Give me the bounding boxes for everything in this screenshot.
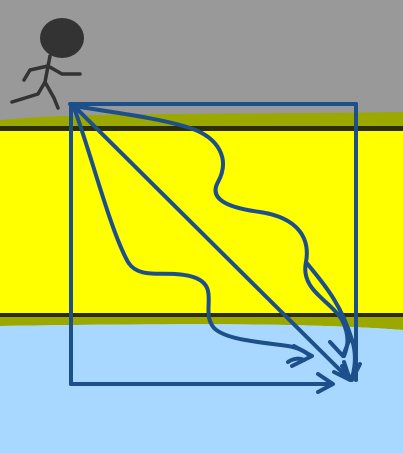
upper-edge-line	[0, 126, 403, 131]
figure-head	[40, 18, 84, 58]
lower-edge-line	[0, 313, 403, 317]
straight-diagonal-arrow	[70, 102, 350, 380]
figure-leg-front	[43, 80, 60, 110]
wavy-route-right-arrow	[304, 260, 357, 380]
figure-arm-front	[46, 64, 82, 76]
right-angle-arrowhead	[316, 372, 335, 394]
route-box	[68, 102, 358, 386]
lower-wavy-arrowhead	[290, 344, 314, 368]
right-wavy-arrowhead	[340, 362, 362, 382]
lower-wavy-tail	[286, 356, 306, 364]
figure-leg-back	[10, 80, 47, 104]
figure-body	[43, 54, 52, 84]
lower-grass-edge	[0, 317, 403, 330]
figure-arm-back	[22, 64, 50, 82]
water-area	[0, 324, 403, 453]
route-arrows	[69, 102, 362, 394]
stick-figure-runner	[10, 18, 84, 110]
upper-wavy-arrowhead	[328, 336, 352, 358]
wavy-route-upper-arrow	[72, 104, 350, 358]
yellow-band	[0, 131, 403, 313]
wavy-route-lower-arrow	[72, 106, 312, 358]
